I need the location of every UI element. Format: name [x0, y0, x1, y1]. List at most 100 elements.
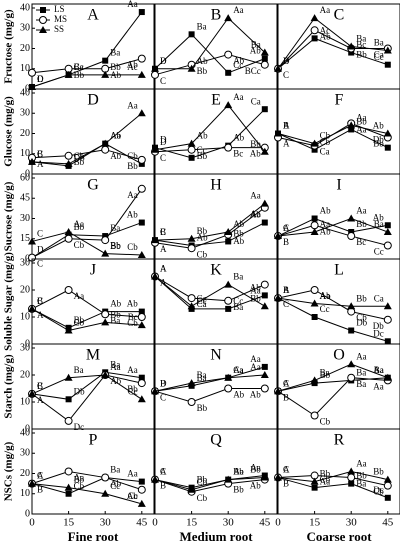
marker-triangle	[347, 121, 356, 129]
marker-square	[384, 494, 391, 501]
marker-square	[261, 106, 268, 113]
series-line	[154, 276, 265, 310]
significance-letter: Ba	[233, 302, 243, 312]
series-line	[154, 479, 265, 493]
significance-letter: Bb	[356, 50, 367, 60]
series-line	[31, 188, 143, 259]
significance-letter: A	[160, 467, 167, 477]
significance-letter: D	[283, 56, 290, 66]
marker-circle	[137, 485, 146, 494]
series-line	[31, 74, 142, 88]
significance-letter: Ab	[250, 481, 261, 491]
marker-triangle	[187, 302, 196, 310]
significance-letter: Cb	[373, 487, 384, 497]
series-line	[31, 143, 143, 167]
significance-letter: Ab	[233, 133, 244, 143]
significance-letter: Ba	[320, 367, 330, 377]
series-line	[31, 289, 142, 318]
marker-triangle	[64, 70, 73, 78]
significance-letter: Aa	[250, 286, 261, 296]
marker-triangle	[137, 499, 146, 507]
y-tick-label: 30	[20, 213, 30, 224]
significance-letter: D	[37, 74, 44, 84]
significance-letter: Aa	[320, 219, 331, 229]
marker-triangle	[64, 326, 73, 334]
significance-letter: Aa	[127, 190, 138, 200]
significance-letter: Ca	[251, 96, 261, 106]
marker-square	[311, 484, 318, 491]
significance-letter: Ab	[127, 299, 138, 309]
significance-letter: Ba	[110, 48, 120, 58]
marker-square	[311, 35, 318, 42]
y-axis-label: Soluble Sugar (mg/g)	[3, 252, 15, 351]
marker-square	[311, 215, 318, 222]
marker-square	[261, 55, 268, 62]
significance-letter: Cb	[320, 131, 331, 141]
significance-letter: Ab	[197, 56, 208, 66]
significance-letter: B	[37, 485, 43, 495]
marker-triangle	[310, 228, 319, 235]
marker-triangle	[137, 395, 146, 403]
marker-triangle	[310, 139, 319, 147]
series-line	[154, 147, 265, 153]
marker-square	[138, 478, 145, 485]
marker-triangle	[310, 376, 319, 384]
significance-letter: C	[160, 227, 166, 237]
series-line	[277, 470, 388, 483]
significance-letter: Ab	[320, 206, 331, 216]
marker-triangle	[260, 302, 269, 310]
significance-letter: Dc	[373, 328, 384, 338]
series-line	[277, 377, 388, 392]
x-tick-label: 30	[346, 517, 358, 529]
significance-letter: Aa	[320, 5, 331, 15]
marker-triangle	[151, 236, 159, 244]
marker-triangle	[383, 475, 392, 483]
significance-letter: Bb	[250, 139, 261, 149]
significance-letter: Ba	[374, 38, 384, 48]
significance-letter: Aa	[127, 365, 138, 375]
significance-letter: Bc	[128, 312, 138, 322]
significance-letter: Aa	[74, 473, 85, 483]
series-line	[277, 224, 388, 246]
marker-square	[384, 144, 391, 151]
significance-letter: Bb	[110, 309, 121, 319]
y-tick-label: 10	[20, 311, 30, 322]
significance-letter: Bc	[74, 62, 84, 72]
marker-triangle	[347, 42, 356, 50]
significance-letter: Cb	[74, 240, 85, 250]
series-line	[154, 366, 265, 392]
x-tick-label: 30	[100, 517, 112, 529]
significance-letter: C	[160, 76, 166, 86]
series-line	[154, 477, 265, 491]
significance-letter: Ba	[374, 365, 384, 375]
series-line	[277, 297, 388, 342]
marker-triangle	[187, 379, 196, 387]
significance-letter: Bb	[233, 229, 244, 239]
marker-circle	[224, 296, 233, 305]
marker-triangle	[64, 228, 73, 235]
marker-circle	[187, 244, 196, 253]
significance-letter: Aa	[356, 206, 367, 216]
significance-letter: Ba	[356, 34, 366, 44]
significance-letter: B	[37, 296, 43, 306]
marker-circle	[64, 467, 73, 476]
significance-letter: Bb	[74, 315, 85, 325]
x-axis-label: Coarse root	[306, 529, 372, 544]
significance-letter: Ab	[110, 131, 121, 141]
significance-letter: Ba	[374, 219, 384, 229]
marker-circle	[64, 416, 73, 425]
significance-letter: Bb	[110, 62, 121, 72]
y-tick-label: 40	[20, 427, 30, 438]
marker-triangle	[224, 373, 233, 381]
significance-letter: Ab	[320, 226, 331, 236]
marker-triangle	[151, 145, 159, 153]
marker-circle	[187, 145, 196, 154]
significance-letter: Bb	[197, 66, 208, 76]
significance-letter: Ab	[110, 376, 121, 386]
series-line	[31, 371, 142, 400]
significance-letter: C	[160, 467, 166, 477]
x-tick-label: 0	[29, 517, 35, 529]
significance-letter: Ab	[127, 491, 138, 501]
marker-square	[102, 57, 109, 64]
x-tick-label: 0	[275, 517, 281, 529]
